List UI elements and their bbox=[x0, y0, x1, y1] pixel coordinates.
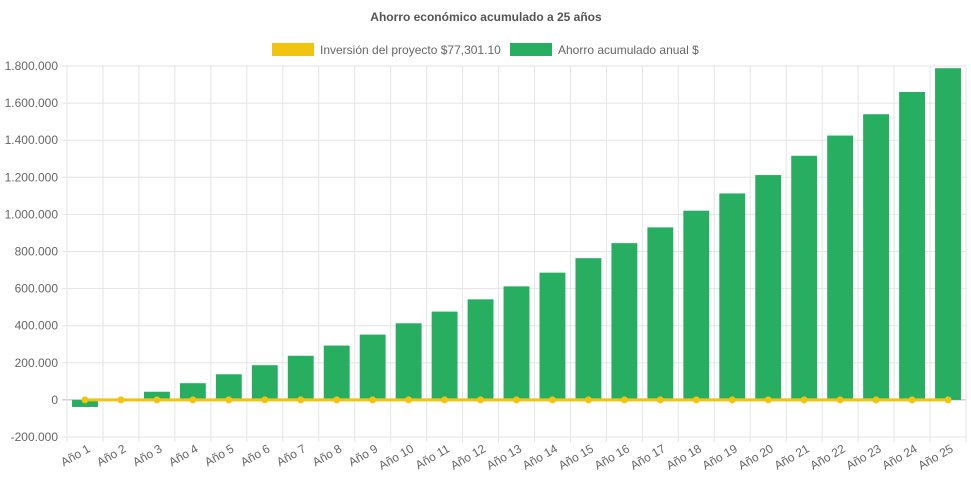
x-axis: Año 1 Año 2 Año 3 Año 4 Año 5 Año 6 Año 7 Año 8… bbox=[58, 441, 955, 472]
x-tick-label: Año 8 bbox=[310, 441, 344, 469]
x-tick-label: Año 2 bbox=[94, 441, 128, 469]
investment-point[interactable] bbox=[405, 396, 413, 404]
bar[interactable] bbox=[683, 210, 710, 400]
y-tick-label: 1.200.000 bbox=[5, 170, 59, 184]
bar[interactable] bbox=[791, 155, 818, 400]
bar[interactable] bbox=[899, 91, 926, 400]
investment-point[interactable] bbox=[513, 396, 520, 404]
investment-point[interactable] bbox=[297, 396, 305, 404]
investment-point[interactable] bbox=[800, 396, 808, 404]
y-tick-label: 1.600.000 bbox=[5, 96, 59, 110]
x-tick-label: Año 23 bbox=[844, 441, 884, 472]
bar[interactable] bbox=[503, 286, 530, 400]
investment-point[interactable] bbox=[441, 396, 449, 404]
y-tick-label: 1.800.000 bbox=[5, 59, 59, 73]
x-tick-label: Año 3 bbox=[130, 441, 164, 469]
x-tick-label: Año 10 bbox=[376, 441, 416, 472]
y-tick-label: 600.000 bbox=[15, 282, 59, 296]
bar[interactable] bbox=[431, 311, 458, 400]
investment-point[interactable] bbox=[836, 396, 844, 404]
x-tick-label: Año 4 bbox=[166, 441, 200, 469]
y-tick-label: 0 bbox=[51, 393, 58, 407]
investment-point[interactable] bbox=[620, 396, 628, 404]
legend-label-line: Inversión del proyecto $77,301.10 bbox=[320, 43, 501, 57]
legend-swatch-bars bbox=[510, 43, 552, 56]
bar[interactable] bbox=[72, 399, 98, 407]
investment-point[interactable] bbox=[477, 396, 485, 404]
bar[interactable] bbox=[467, 299, 494, 400]
x-tick-label: Año 9 bbox=[346, 441, 380, 469]
grid bbox=[62, 65, 967, 442]
investment-point[interactable] bbox=[117, 396, 125, 404]
investment-point[interactable] bbox=[81, 396, 89, 404]
investment-point[interactable] bbox=[656, 396, 664, 404]
investment-point[interactable] bbox=[872, 396, 880, 404]
bar[interactable] bbox=[827, 135, 854, 400]
bar[interactable] bbox=[143, 391, 170, 400]
x-tick-label: Año 21 bbox=[772, 441, 812, 472]
x-tick-label: Año 6 bbox=[238, 441, 272, 469]
bar[interactable] bbox=[359, 334, 386, 400]
legend-item-line[interactable]: Inversión del proyecto $77,301.10 bbox=[272, 43, 501, 57]
x-tick-label: Año 18 bbox=[664, 441, 704, 472]
y-tick-label: 800.000 bbox=[15, 245, 59, 259]
bar[interactable] bbox=[755, 175, 782, 400]
bar[interactable] bbox=[179, 383, 206, 400]
legend-label-bars: Ahorro acumulado anual $ bbox=[558, 43, 699, 57]
investment-point[interactable] bbox=[584, 396, 592, 404]
investment-point[interactable] bbox=[548, 396, 556, 404]
x-tick-label: Año 15 bbox=[556, 441, 596, 472]
chart-title: Ahorro económico acumulado a 25 años bbox=[370, 10, 602, 24]
x-tick-label: Año 13 bbox=[484, 441, 524, 472]
bar[interactable] bbox=[323, 345, 350, 400]
investment-point[interactable] bbox=[189, 396, 197, 404]
x-tick-label: Año 12 bbox=[448, 441, 488, 472]
x-tick-label: Año 1 bbox=[58, 441, 92, 469]
x-tick-label: Año 19 bbox=[700, 441, 740, 472]
bar[interactable] bbox=[287, 355, 314, 400]
y-tick-label: -200.000 bbox=[11, 430, 59, 444]
investment-point[interactable] bbox=[692, 396, 700, 404]
y-tick-label: 1.000.000 bbox=[5, 207, 59, 221]
x-tick-label: Año 14 bbox=[520, 441, 560, 472]
x-tick-label: Año 11 bbox=[413, 441, 452, 472]
bar[interactable] bbox=[575, 258, 602, 400]
investment-point[interactable] bbox=[764, 396, 772, 404]
investment-point[interactable] bbox=[944, 396, 952, 404]
legend: Inversión del proyecto $77,301.10 Ahorro… bbox=[272, 43, 699, 57]
investment-point[interactable] bbox=[153, 396, 161, 404]
investment-point[interactable] bbox=[908, 396, 916, 404]
bar[interactable] bbox=[251, 365, 278, 400]
y-axis: -200.000 0 200.000 400.000 600.000 800.000 1.0… bbox=[5, 59, 59, 444]
x-tick-label: Año 25 bbox=[916, 441, 956, 472]
legend-swatch-line bbox=[272, 43, 314, 56]
x-tick-label: Año 17 bbox=[628, 441, 668, 472]
investment-line bbox=[81, 396, 952, 404]
x-tick-label: Año 5 bbox=[202, 441, 236, 469]
investment-point[interactable] bbox=[728, 396, 736, 404]
x-tick-label: Año 24 bbox=[880, 441, 920, 472]
bar[interactable] bbox=[539, 272, 566, 400]
bar[interactable] bbox=[611, 243, 638, 400]
y-tick-label: 400.000 bbox=[15, 319, 59, 333]
bars bbox=[72, 68, 961, 407]
investment-point[interactable] bbox=[225, 396, 233, 404]
bar[interactable] bbox=[215, 374, 242, 400]
x-tick-label: Año 7 bbox=[274, 441, 308, 469]
investment-point[interactable] bbox=[369, 396, 377, 404]
y-tick-label: 200.000 bbox=[15, 356, 59, 370]
y-tick-label: 1.400.000 bbox=[5, 133, 59, 147]
bar[interactable] bbox=[935, 68, 961, 400]
investment-point[interactable] bbox=[333, 396, 341, 404]
investment-point[interactable] bbox=[261, 396, 269, 404]
bar[interactable] bbox=[719, 193, 746, 400]
x-tick-label: Año 22 bbox=[808, 441, 848, 472]
x-tick-label: Año 16 bbox=[592, 441, 632, 472]
bar[interactable] bbox=[395, 323, 422, 400]
x-tick-label: Año 20 bbox=[736, 441, 776, 472]
legend-item-bars[interactable]: Ahorro acumulado anual $ bbox=[510, 43, 699, 57]
bar[interactable] bbox=[647, 227, 674, 400]
bar[interactable] bbox=[863, 114, 890, 400]
